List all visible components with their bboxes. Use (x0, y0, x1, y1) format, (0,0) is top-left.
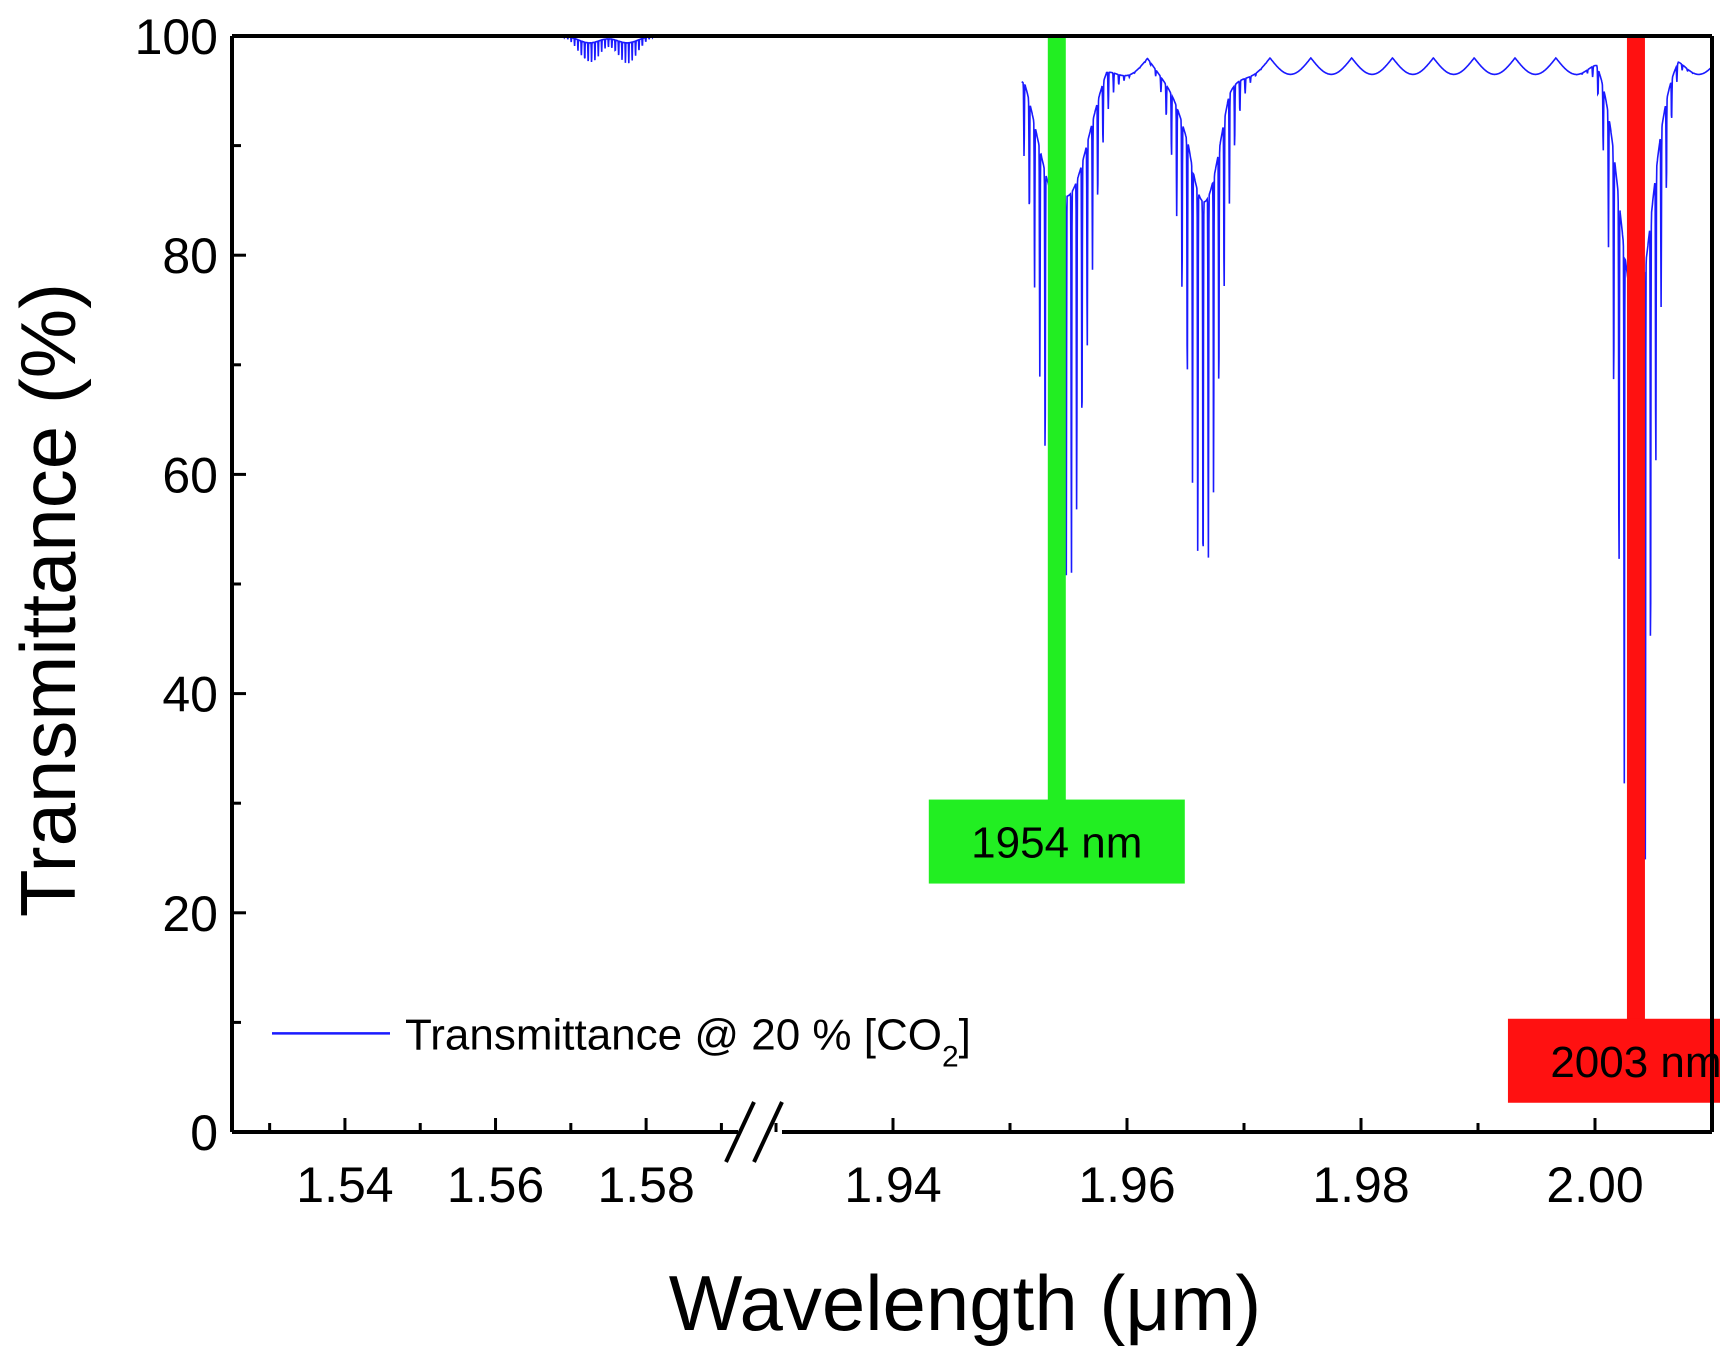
marker-2: 2003 nm (1507, 36, 1720, 1103)
y-tick-label: 60 (162, 447, 218, 503)
legend-label: Transmittance @ 20 % [CO2] (405, 1010, 971, 1073)
marker-label: 1954 nm (971, 819, 1142, 868)
y-axis-title: Transmittance (%) (4, 283, 92, 917)
y-tick-label: 20 (162, 886, 218, 942)
x-tick-label: 1.96 (1078, 1157, 1175, 1213)
y-tick-label: 0 (190, 1105, 218, 1161)
legend-label-prefix: Transmittance @ 20 % [CO (405, 1010, 942, 1059)
axis-break-mark (752, 1101, 784, 1163)
series-line-segment-2 (1021, 56, 1713, 985)
x-tick-label: 2.00 (1546, 1157, 1643, 1213)
axis-break-mark (724, 1101, 756, 1163)
x-axis-title: Wavelength (μm) (669, 1259, 1262, 1347)
x-tick-label: 1.98 (1312, 1157, 1409, 1213)
marker-label-box (1507, 1018, 1720, 1103)
axes-frame (230, 34, 1714, 1163)
x-tick-label: 1.94 (844, 1157, 941, 1213)
x-tick-label: 1.56 (447, 1157, 544, 1213)
marker-line (1626, 36, 1645, 1021)
series-line-segment-1 (232, 35, 744, 64)
marker-label: 2003 nm (1550, 1038, 1720, 1087)
legend-label-suffix: ] (959, 1010, 971, 1059)
marker-label-box (928, 799, 1185, 884)
x-tick-label: 1.58 (597, 1157, 694, 1213)
marker-layer: 1954 nm 2003 nm (928, 36, 1720, 1103)
y-tick-label: 100 (135, 9, 218, 65)
y-tick-label: 80 (162, 228, 218, 284)
marker-line (1047, 36, 1066, 802)
ticks: 0 20 40 60 80 100 1.54 1.56 1.58 1.94 1.96 1.98 2.00 (135, 9, 1714, 1213)
x-tick-label: 1.54 (296, 1157, 393, 1213)
legend: Transmittance @ 20 % [CO2] (272, 1010, 971, 1073)
legend-label-subscript: 2 (942, 1040, 959, 1073)
marker-1: 1954 nm (928, 36, 1185, 884)
y-tick-label: 40 (162, 667, 218, 723)
